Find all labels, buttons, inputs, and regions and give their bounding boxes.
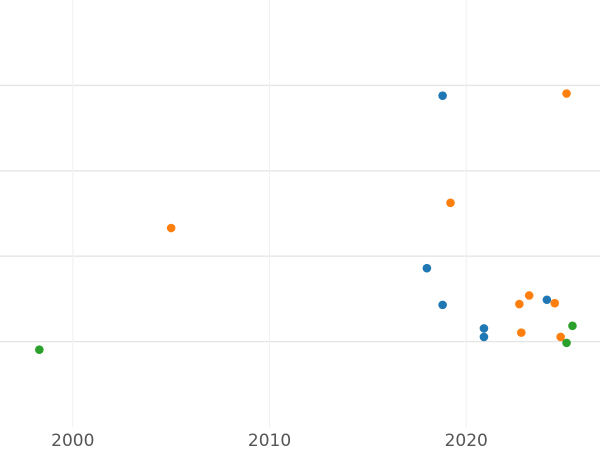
data-point [568, 321, 577, 331]
data-point [438, 91, 447, 100]
data-point [556, 332, 565, 342]
data-point [446, 198, 455, 208]
data-point [524, 291, 534, 300]
data-point [422, 263, 432, 273]
data-point [35, 345, 44, 355]
x-axis-ticks: 2000 2010 2020 [51, 431, 488, 450]
data-point [550, 298, 560, 308]
data-point [562, 338, 571, 348]
data-point [517, 328, 526, 337]
data-point [515, 299, 524, 309]
data-point [438, 300, 447, 310]
x-tick-label: 2000 [51, 431, 94, 450]
data-point [562, 89, 571, 98]
data-point [479, 332, 489, 342]
x-tick-label: 2010 [248, 431, 291, 450]
data-points [35, 89, 577, 355]
grid-lines [0, 0, 600, 427]
x-tick-label: 2020 [445, 431, 488, 450]
data-point [479, 324, 489, 333]
data-point [166, 223, 176, 233]
data-point [542, 295, 552, 305]
